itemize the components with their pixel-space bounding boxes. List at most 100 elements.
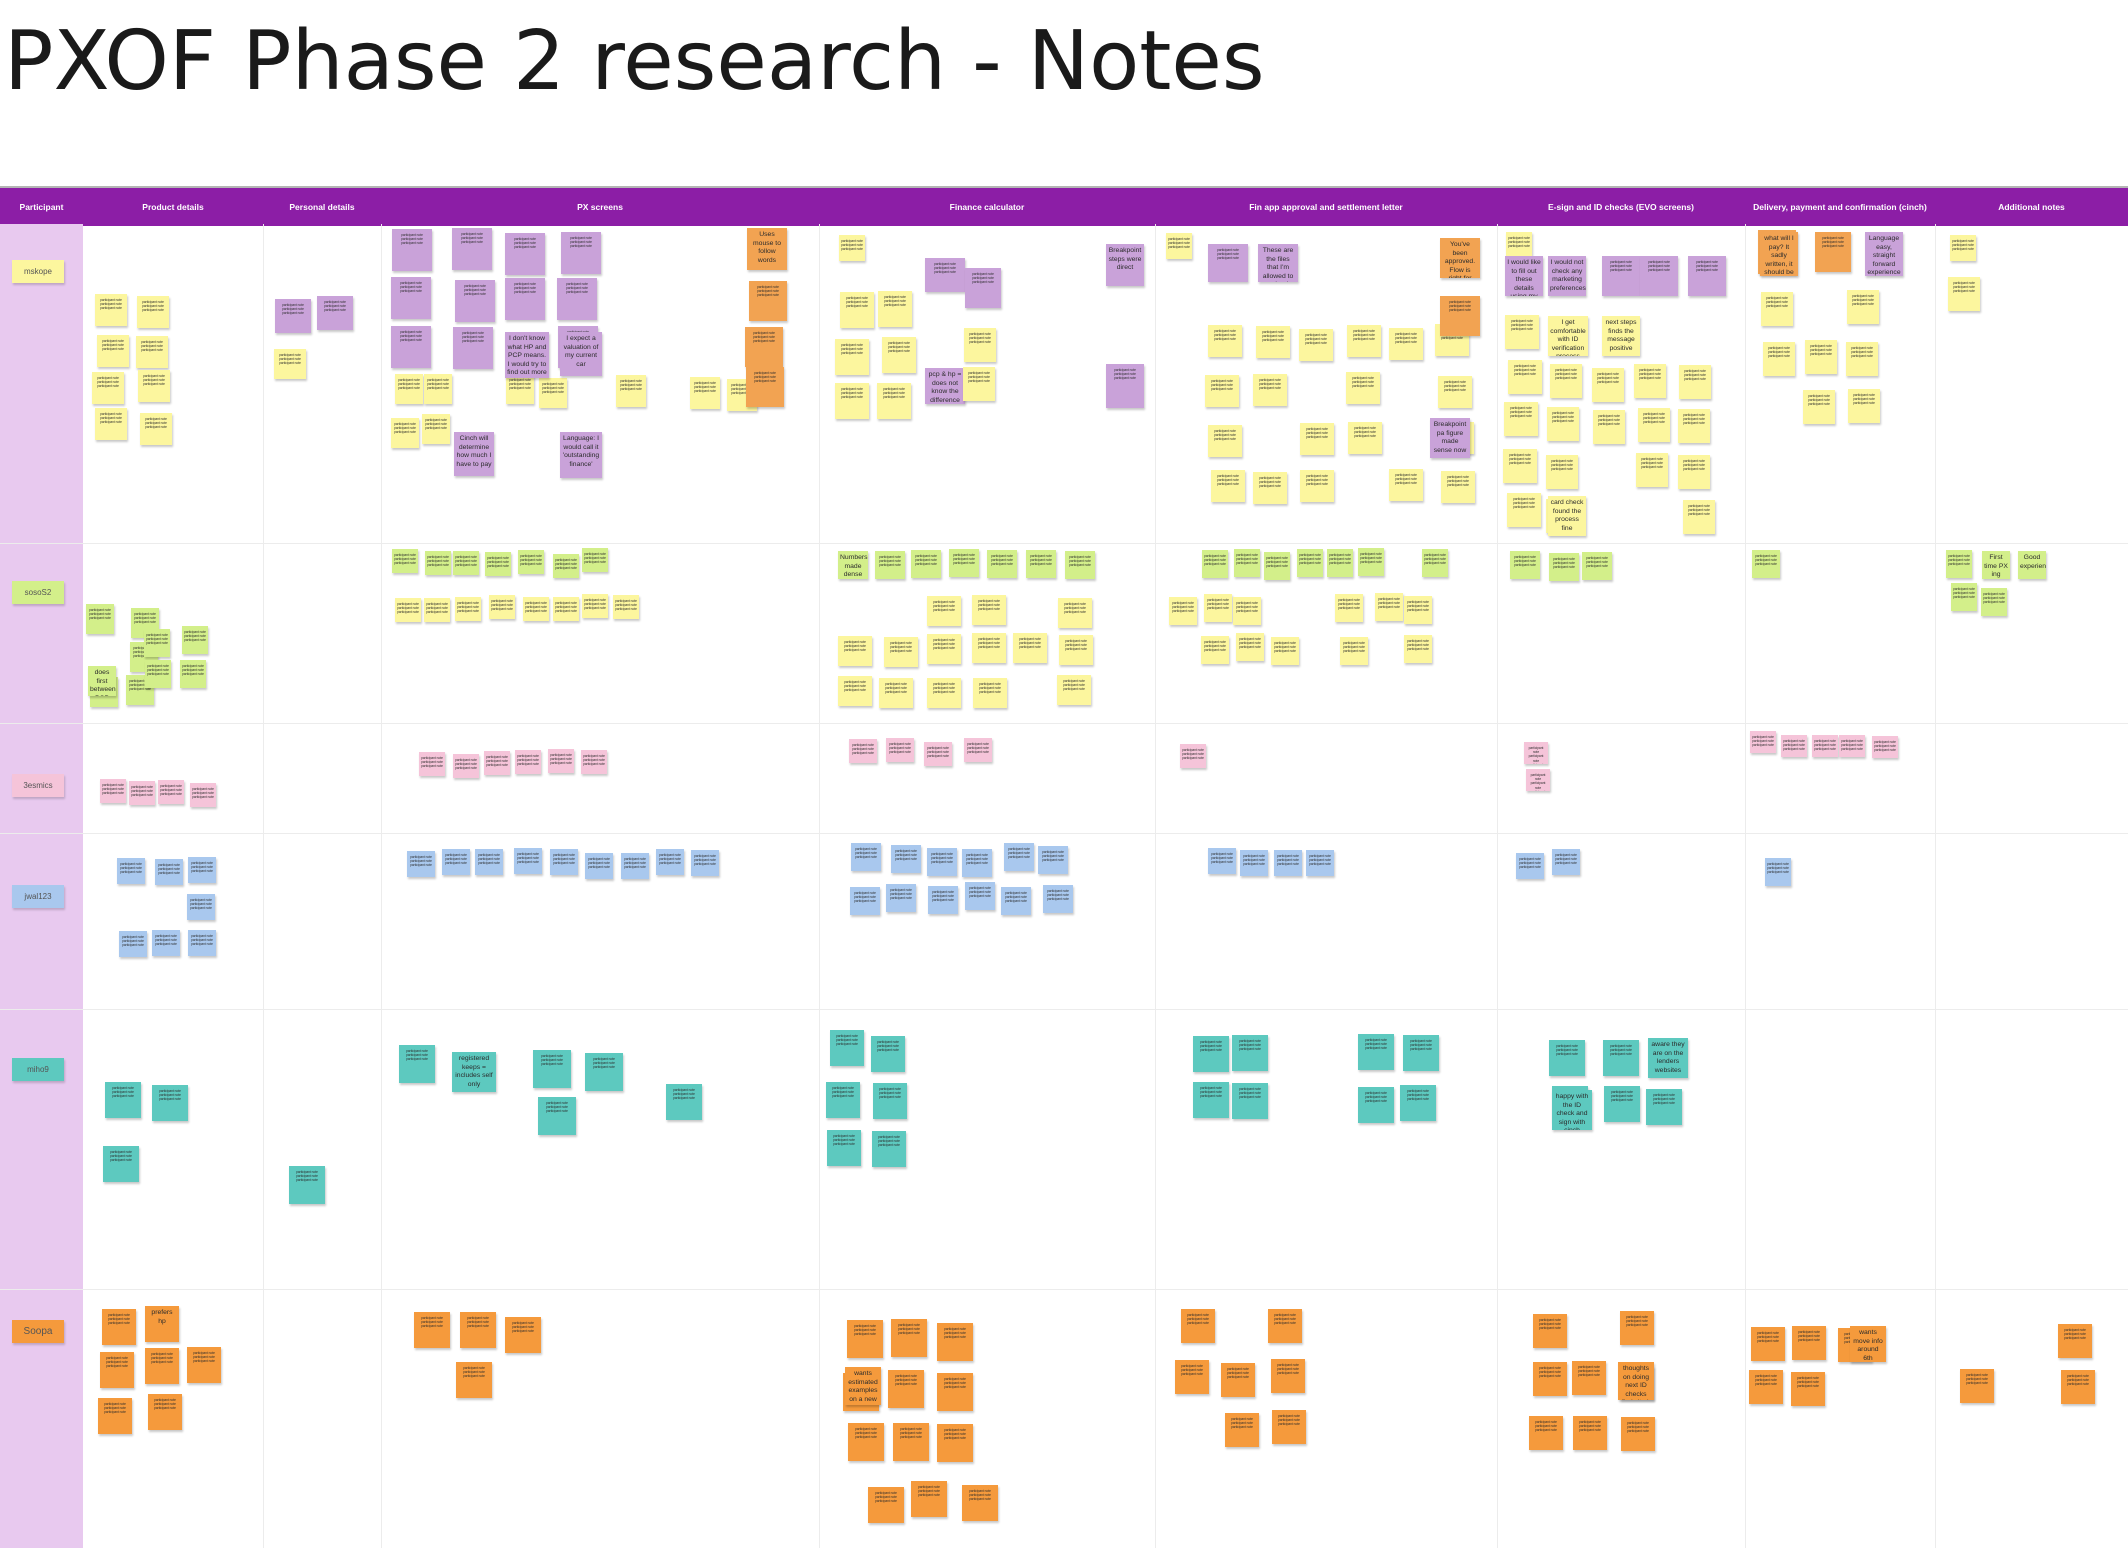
sticky-note[interactable]: participant note participant note partic…: [745, 327, 783, 367]
sticky-note[interactable]: participant note participant note partic…: [1526, 769, 1550, 791]
sticky-note[interactable]: participant note participant note partic…: [1505, 315, 1539, 349]
sticky-note[interactable]: participant note participant note partic…: [690, 377, 720, 409]
sticky-note[interactable]: participant note participant note partic…: [489, 595, 515, 619]
sticky-note-wants-move[interactable]: wants move info around 6th payment date: [1850, 1326, 1886, 1362]
sticky-note-what-will[interactable]: what will I pay? It sadly written, it sh…: [1760, 232, 1798, 276]
sticky-note[interactable]: participant note participant note partic…: [145, 660, 171, 688]
sticky-note[interactable]: participant note participant note partic…: [117, 858, 145, 884]
sticky-note[interactable]: participant note participant note partic…: [964, 328, 996, 362]
sticky-note[interactable]: participant note participant note partic…: [911, 550, 941, 578]
sticky-note[interactable]: participant note participant note partic…: [2061, 1370, 2095, 1404]
sticky-note[interactable]: participant note participant note partic…: [453, 754, 479, 778]
sticky-note[interactable]: participant note participant note partic…: [582, 594, 608, 618]
sticky-note[interactable]: participant note participant note partic…: [1620, 1311, 1654, 1345]
sticky-note[interactable]: participant note participant note partic…: [484, 751, 510, 775]
sticky-note[interactable]: participant note participant note partic…: [100, 779, 126, 803]
sticky-note[interactable]: participant note participant note partic…: [1960, 1369, 1994, 1403]
sticky-note[interactable]: participant note participant note partic…: [553, 597, 579, 621]
sticky-note[interactable]: participant note participant note partic…: [1593, 410, 1625, 444]
sticky-note[interactable]: participant note participant note partic…: [1751, 1327, 1785, 1361]
sticky-note[interactable]: participant note participant note partic…: [187, 1347, 221, 1383]
sticky-note[interactable]: participant note participant note partic…: [452, 228, 492, 270]
sticky-note[interactable]: participant note participant note partic…: [1791, 1372, 1825, 1406]
sticky-note-next-steps[interactable]: next steps finds the message positive: [1602, 316, 1640, 356]
sticky-note[interactable]: participant note participant note partic…: [129, 781, 155, 805]
sticky-note[interactable]: participant note participant note partic…: [442, 849, 470, 875]
sticky-note[interactable]: participant note participant note partic…: [1234, 549, 1260, 577]
sticky-note-card-check[interactable]: card check found the process fine: [1548, 496, 1586, 536]
sticky-note[interactable]: participant note participant note partic…: [850, 887, 880, 915]
sticky-note[interactable]: participant note participant note partic…: [1346, 372, 1380, 404]
sticky-note[interactable]: participant note participant note partic…: [927, 634, 961, 664]
participant-tag-soopa[interactable]: Soopa: [12, 1320, 64, 1343]
sticky-note[interactable]: participant note participant note partic…: [1752, 550, 1780, 578]
sticky-note[interactable]: participant note participant note partic…: [963, 367, 995, 401]
sticky-note[interactable]: participant note participant note partic…: [275, 299, 311, 333]
sticky-note[interactable]: participant note participant note partic…: [937, 1373, 973, 1411]
sticky-note[interactable]: participant note participant note partic…: [425, 551, 451, 575]
sticky-note[interactable]: participant note participant note partic…: [1510, 551, 1540, 579]
sticky-note[interactable]: participant note participant note partic…: [1683, 500, 1715, 534]
sticky-note[interactable]: participant note participant note partic…: [1347, 325, 1381, 357]
participant-tag-miho[interactable]: miho9: [12, 1058, 64, 1081]
sticky-note[interactable]: participant note participant note partic…: [886, 884, 916, 912]
sticky-note[interactable]: participant note participant note partic…: [1582, 552, 1612, 580]
sticky-note[interactable]: participant note participant note partic…: [927, 848, 957, 876]
sticky-note[interactable]: participant note participant note partic…: [506, 374, 534, 404]
sticky-note[interactable]: participant note participant note partic…: [1815, 232, 1851, 272]
sticky-note[interactable]: participant note participant note partic…: [826, 1082, 860, 1118]
sticky-note[interactable]: participant note participant note partic…: [1181, 1309, 1215, 1343]
sticky-note[interactable]: participant note participant note partic…: [1358, 548, 1384, 576]
participant-tag-jwal[interactable]: jwal123: [12, 885, 64, 908]
sticky-note[interactable]: participant note participant note partic…: [891, 845, 921, 873]
sticky-note[interactable]: participant note participant note partic…: [422, 414, 450, 444]
participant-tag-mskope[interactable]: mskope: [12, 260, 64, 283]
sticky-note[interactable]: participant note participant note partic…: [505, 278, 545, 320]
sticky-note[interactable]: participant note participant note partic…: [911, 1481, 947, 1517]
sticky-note[interactable]: participant note participant note partic…: [1271, 1359, 1305, 1393]
sticky-note[interactable]: participant note participant note partic…: [392, 549, 418, 573]
sticky-note[interactable]: participant note participant note partic…: [838, 636, 872, 666]
sticky-note[interactable]: participant note participant note partic…: [1679, 365, 1711, 399]
sticky-note[interactable]: participant note participant note partic…: [1166, 233, 1192, 259]
sticky-note[interactable]: participant note participant note partic…: [962, 1485, 998, 1521]
sticky-note[interactable]: participant note participant note partic…: [158, 780, 184, 804]
sticky-note[interactable]: participant note participant note partic…: [1572, 1361, 1606, 1395]
sticky-note[interactable]: participant note participant note partic…: [188, 857, 216, 883]
sticky-note-pcp-hp[interactable]: pcp & hp = does not know the difference: [925, 368, 965, 404]
sticky-note-breakpoint-pa[interactable]: Breakpoint pa figure made sense now: [1430, 418, 1470, 458]
sticky-note[interactable]: participant note participant note partic…: [1549, 1040, 1585, 1076]
sticky-note[interactable]: participant note participant note partic…: [928, 886, 958, 914]
sticky-note[interactable]: participant note participant note partic…: [1803, 390, 1835, 424]
sticky-note[interactable]: participant note participant note partic…: [1504, 402, 1538, 436]
sticky-note[interactable]: participant note participant note partic…: [1026, 550, 1056, 578]
sticky-note[interactable]: participant note participant note partic…: [456, 1362, 492, 1398]
sticky-note[interactable]: participant note participant note partic…: [1264, 552, 1290, 580]
sticky-note[interactable]: participant note participant note partic…: [523, 597, 549, 621]
sticky-note[interactable]: participant note participant note partic…: [840, 292, 874, 328]
sticky-note[interactable]: participant note participant note partic…: [2058, 1324, 2092, 1358]
sticky-note[interactable]: participant note participant note partic…: [749, 281, 787, 321]
sticky-note[interactable]: participant note participant note partic…: [1297, 549, 1323, 577]
sticky-note[interactable]: participant note participant note partic…: [86, 604, 114, 634]
sticky-note[interactable]: participant note participant note partic…: [391, 326, 431, 368]
sticky-note[interactable]: participant note participant note partic…: [973, 678, 1007, 708]
sticky-note[interactable]: participant note participant note partic…: [891, 1319, 927, 1357]
sticky-note[interactable]: participant note participant note partic…: [97, 335, 129, 367]
sticky-note-thoughts-doing[interactable]: thoughts on doing next ID checks finds i…: [1618, 1362, 1654, 1400]
sticky-note[interactable]: participant note participant note partic…: [1201, 636, 1229, 664]
sticky-note[interactable]: participant note participant note partic…: [152, 1085, 188, 1121]
sticky-note[interactable]: participant note participant note partic…: [1592, 368, 1624, 402]
sticky-note[interactable]: participant note participant note partic…: [1638, 408, 1670, 442]
sticky-note[interactable]: participant note participant note partic…: [1948, 277, 1980, 311]
sticky-note[interactable]: participant note participant note partic…: [95, 294, 127, 326]
sticky-note-aware-lenders[interactable]: aware they are on the lenders websites: [1648, 1038, 1688, 1078]
sticky-note[interactable]: participant note participant note partic…: [392, 229, 432, 271]
sticky-note[interactable]: participant note participant note partic…: [1358, 1087, 1394, 1123]
sticky-note[interactable]: participant note participant note partic…: [1646, 1089, 1682, 1125]
sticky-note[interactable]: participant note participant note partic…: [155, 859, 183, 885]
sticky-note[interactable]: participant note participant note partic…: [533, 1050, 571, 1088]
sticky-note[interactable]: participant note participant note partic…: [1547, 407, 1579, 441]
sticky-note[interactable]: participant note participant note partic…: [505, 233, 545, 275]
sticky-note[interactable]: participant note participant note partic…: [1524, 742, 1548, 764]
